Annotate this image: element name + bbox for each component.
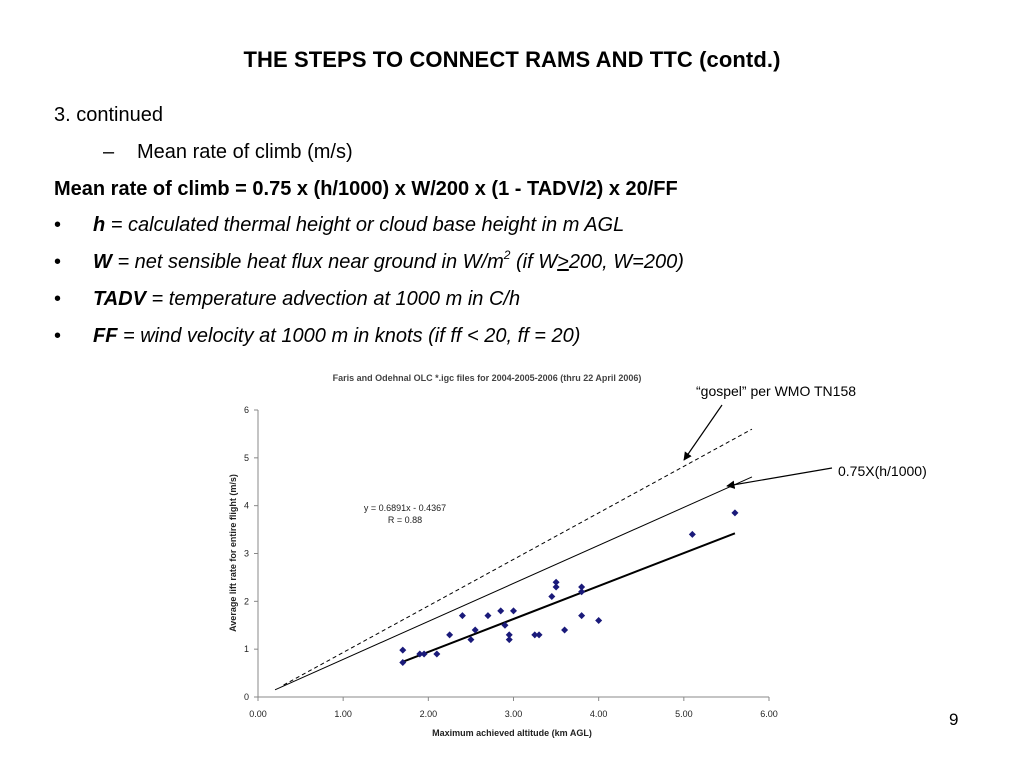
trendline-r-value: R = 0.88 <box>388 515 422 525</box>
data-point <box>501 621 509 629</box>
bullet-term: TADV <box>93 288 146 310</box>
dash-marker: – <box>103 141 115 163</box>
annotation-075: 0.75X(h/1000) <box>838 463 927 479</box>
y-tick-label: 1 <box>244 644 249 654</box>
data-point <box>535 631 543 639</box>
bullet-h: • h = calculated thermal height or cloud … <box>54 214 624 237</box>
trendline-equation: y = 0.6891x - 0.4367 <box>364 503 446 513</box>
annotation-gospel: “gospel” per WMO TN158 <box>696 383 857 399</box>
y-tick-label: 2 <box>244 596 249 606</box>
sub-item: – Mean rate of climb (m/s) <box>103 141 353 164</box>
bullet-ff: • FF = wind velocity at 1000 m in knots (… <box>54 325 580 348</box>
bullet-w: • W = net sensible heat flux near ground … <box>54 248 684 274</box>
data-point <box>510 607 517 615</box>
bullet-dot: • <box>54 214 62 236</box>
data-point <box>505 631 513 639</box>
bullet-desc-cond-end: 200, W=200) <box>568 251 684 273</box>
data-point <box>531 631 539 639</box>
step-label: 3. continued <box>54 104 163 126</box>
data-point <box>420 650 428 658</box>
data-point <box>497 607 505 615</box>
bullet-term: h <box>93 214 106 236</box>
y-tick-label: 0 <box>244 692 249 702</box>
data-point <box>552 578 560 586</box>
data-point <box>731 509 739 517</box>
bullet-term: FF <box>93 325 118 347</box>
bullet-dot: • <box>54 251 62 273</box>
chart-title: Faris and Odehnal OLC *.igc files for 20… <box>333 373 642 383</box>
data-point <box>399 659 407 667</box>
y-tick-label: 4 <box>244 501 249 511</box>
y-axis-label: Average lift rate for entire flight (m/s… <box>228 474 238 632</box>
bullet-desc: = calculated thermal height or cloud bas… <box>105 214 625 236</box>
bullet-term: W <box>93 251 112 273</box>
x-tick-label: 1.00 <box>334 709 352 719</box>
data-point <box>467 636 475 644</box>
slide-title: THE STEPS TO CONNECT RAMS AND TTC (contd… <box>243 47 781 72</box>
superscript: 2 <box>503 248 511 262</box>
trendline <box>402 532 736 663</box>
bullet-dot: • <box>54 288 62 310</box>
data-point <box>471 626 479 634</box>
data-point <box>578 588 586 596</box>
sub-item-text: Mean rate of climb (m/s) <box>137 141 353 163</box>
data-point <box>561 626 569 634</box>
bullet-desc: = wind velocity at 1000 m in knots (if f… <box>117 325 581 347</box>
bullet-dot: • <box>54 325 62 347</box>
reference-line-gospel <box>283 428 753 686</box>
bullet-tadv: • TADV = temperature advection at 1000 m … <box>54 288 520 311</box>
bullet-desc: = temperature advection at 1000 m in C/h <box>145 288 521 310</box>
x-tick-label: 2.00 <box>420 709 438 719</box>
data-point <box>548 593 556 601</box>
bullet-desc-cond: (if W <box>510 251 558 273</box>
bullet-desc: = net sensible heat flux near ground in … <box>111 251 504 273</box>
data-point <box>578 612 586 620</box>
y-tick-label: 6 <box>244 405 249 415</box>
y-tick-label: 3 <box>244 549 249 559</box>
data-point <box>433 650 441 658</box>
x-tick-label: 6.00 <box>760 709 778 719</box>
page-number: 9 <box>949 710 959 729</box>
data-point <box>484 612 492 620</box>
x-tick-label: 0.00 <box>249 709 267 719</box>
x-axis-label: Maximum achieved altitude (km AGL) <box>432 728 592 738</box>
reference-line-075 <box>274 476 753 691</box>
data-point <box>446 631 454 639</box>
data-point <box>458 612 466 620</box>
x-tick-label: 4.00 <box>590 709 608 719</box>
arrow-075 <box>726 467 833 489</box>
arrow-gospel <box>683 404 723 461</box>
data-point <box>505 636 513 644</box>
data-point <box>399 646 407 654</box>
ge-sign: > <box>557 251 569 273</box>
data-point <box>595 616 603 624</box>
formula: Mean rate of climb = 0.75 x (h/1000) x W… <box>54 178 678 200</box>
data-point <box>552 583 560 591</box>
y-tick-label: 5 <box>244 453 249 463</box>
data-point <box>416 650 424 658</box>
x-tick-label: 5.00 <box>675 709 693 719</box>
x-tick-label: 3.00 <box>505 709 523 719</box>
data-point <box>688 530 696 538</box>
data-point <box>578 583 586 591</box>
